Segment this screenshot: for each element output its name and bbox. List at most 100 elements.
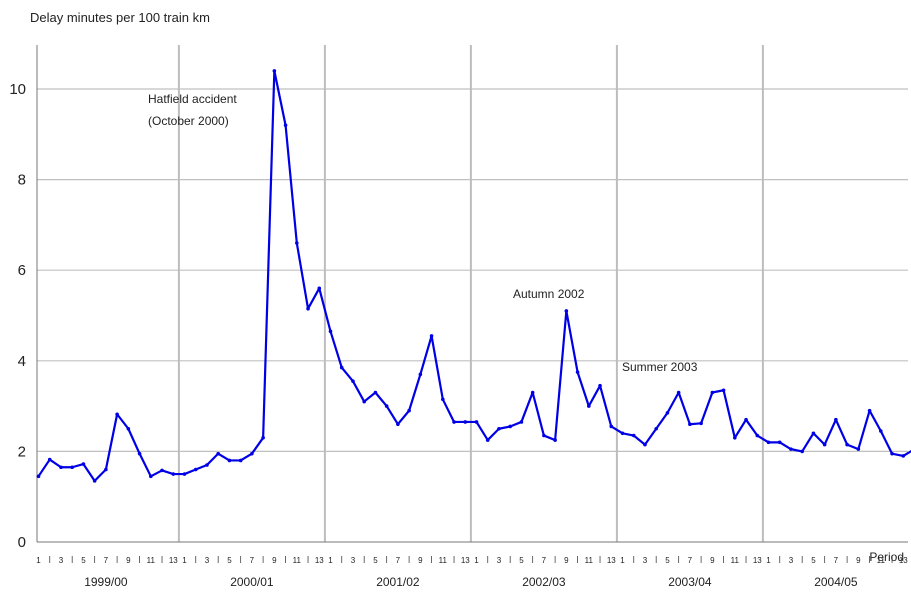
data-point [721,388,726,393]
data-point [744,417,748,422]
data-point [766,440,771,445]
data-point [339,365,344,370]
data-point [755,433,760,438]
data-point [688,422,692,427]
data-point [643,442,647,447]
data-point [373,390,378,395]
axes [36,45,908,543]
data-point [811,431,816,436]
y-tick-labels: 0 2 4 6 8 10 [9,81,26,551]
data-point [149,474,153,479]
data-point [508,424,512,429]
x-tick-label: 13 [315,556,324,565]
x-tick-label: 13 [169,556,178,565]
x-tick-label: 11 [585,556,594,565]
data-point [216,451,220,456]
x-tick-label: 1 [328,556,333,565]
data-point [70,465,74,470]
data-point [777,440,782,445]
x-tick-label: 13 [461,556,470,565]
x-axis-label: Period [869,550,904,564]
data-point [160,468,164,473]
data-point [193,467,198,472]
data-point [171,472,176,476]
data-point [306,306,310,311]
x-tick-label: 9 [126,556,131,565]
data-point [676,390,681,395]
data-point [115,412,119,417]
x-tick-label: 9 [564,556,569,565]
series-line [37,69,911,482]
annotation-line: (October 2000) [148,114,229,128]
data-point [654,426,658,431]
data-point [317,286,322,291]
data-point [542,433,546,438]
data-point [856,447,861,451]
x-tick-label: 5 [227,556,232,565]
year-label: 2004/05 [814,575,858,589]
x-tick-label: 5 [665,556,670,565]
data-point [845,442,849,447]
x-tick-label: 9 [272,556,277,565]
data-point [699,421,703,426]
x-tick-label: 9 [710,556,715,565]
x-tick-label: 7 [834,556,839,565]
data-point [396,422,400,427]
data-point [429,334,434,338]
x-tick-label: 13 [607,556,616,565]
data-point [36,474,41,479]
x-tick-label: 3 [205,556,210,565]
data-point [879,429,883,433]
x-tick-label: 5 [811,556,816,565]
y-tick-label: 2 [18,443,26,460]
data-point [789,447,793,451]
x-tick-label: 7 [104,556,109,565]
year-label: 2001/02 [376,575,420,589]
data-point [104,467,108,472]
data-point [441,397,445,402]
annotations: Hatfield accident (October 2000) Autumn 20… [148,92,698,374]
data-point [182,472,187,476]
x-tick-label: 5 [373,556,378,565]
data-point [519,420,524,424]
annotation-line: Hatfield accident [148,92,237,106]
y-tick-label: 8 [18,172,26,189]
data-point [418,372,423,377]
year-label: 2003/04 [668,575,712,589]
data-point [384,404,389,408]
annotation: Hatfield accident (October 2000) [148,92,237,128]
x-tick-label: 3 [643,556,648,565]
data-point [609,424,614,429]
data-point [81,462,86,466]
x-tick-label: 5 [81,556,86,565]
data-point [800,449,804,454]
data-point [901,454,906,458]
year-label: 1999/00 [84,575,128,589]
data-point [59,465,63,470]
data-point [92,479,97,483]
x-tick-label: 13 [753,556,762,565]
data-point [834,417,838,422]
x-tick-label: 11 [293,556,302,565]
annotation: Autumn 2002 [513,287,585,301]
x-tick-label: 11 [147,556,156,565]
x-tick-label: 11 [439,556,448,565]
data-point [497,426,501,431]
data-point [261,436,265,440]
data-point [126,426,131,431]
x-tick-label: 5 [519,556,524,565]
x-tick-labels: 1 3 5 7 9 11 13 1 3 5 7 9 11 13 1 3 5 7 9 11 13 1 3 5 7 9 11 13 1 3 5 7… [36,556,908,565]
chart-title: Delay minutes per 100 train km [30,10,210,25]
x-tick-label: 3 [497,556,502,565]
data-point [137,451,142,456]
x-tick-label: 11 [731,556,740,565]
x-tick-label: 7 [396,556,401,565]
year-label: 2000/01 [230,575,274,589]
series [36,69,911,483]
y-tick-label: 4 [18,353,26,370]
x-tick-label: 1 [182,556,187,565]
data-point [822,442,827,447]
data-point [587,404,591,408]
x-tick-label: 9 [418,556,423,565]
